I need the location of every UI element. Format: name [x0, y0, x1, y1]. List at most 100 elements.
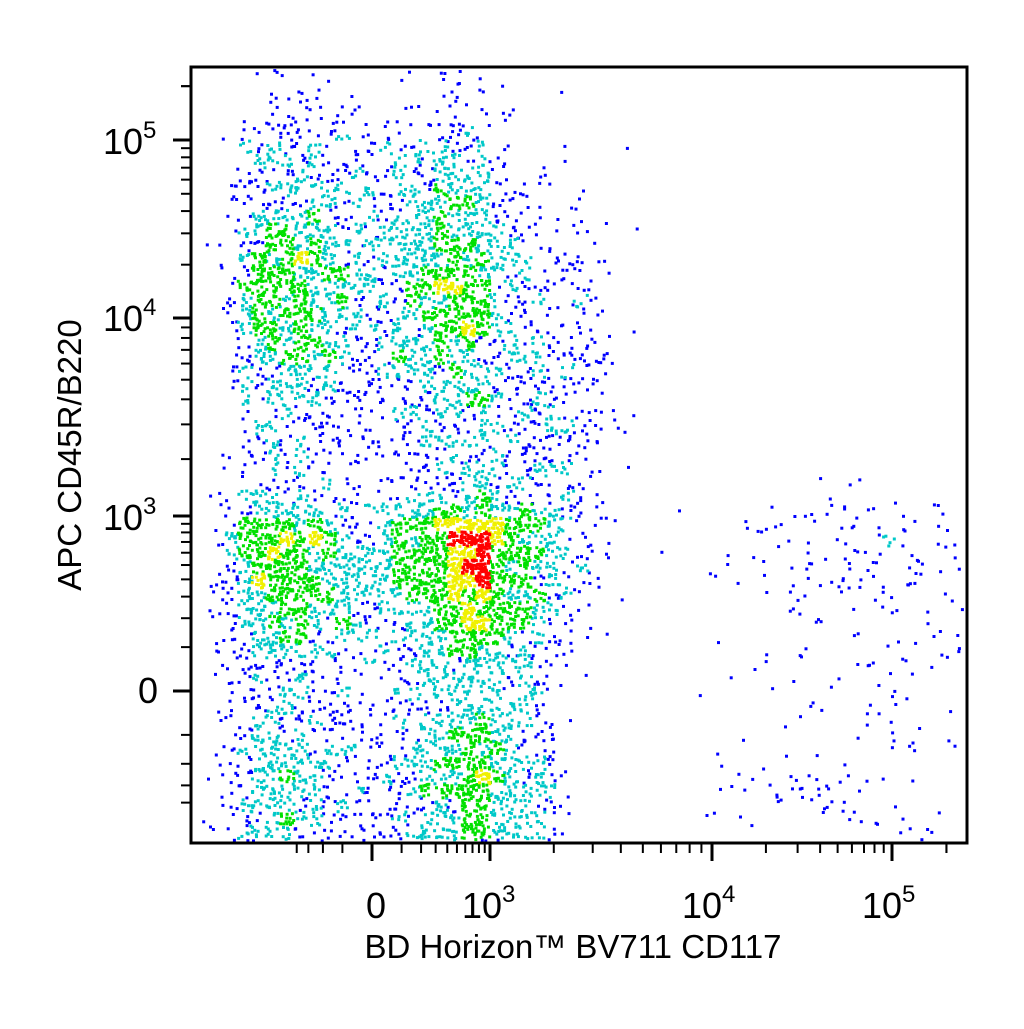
event-dot — [524, 681, 528, 685]
event-dot — [226, 301, 230, 305]
event-dot — [388, 238, 392, 242]
event-dot — [560, 832, 564, 836]
event-dot — [473, 364, 477, 368]
event-dot — [447, 212, 451, 216]
event-dot — [314, 286, 318, 290]
event-dot — [537, 468, 541, 472]
event-dot — [394, 714, 398, 718]
event-dot — [275, 70, 279, 74]
event-dot — [496, 355, 500, 358]
event-dot — [386, 169, 390, 173]
event-dot — [542, 457, 546, 461]
event-dot — [486, 239, 490, 243]
event-dot — [268, 203, 272, 207]
event-dot — [303, 663, 307, 667]
event-dot — [946, 529, 949, 532]
event-dot — [231, 813, 235, 816]
event-dot — [441, 630, 445, 634]
event-dot — [391, 364, 395, 368]
event-dot — [389, 319, 393, 322]
event-dot — [341, 225, 345, 229]
event-dot — [540, 822, 543, 825]
event-dot — [314, 183, 318, 187]
event-dot — [863, 550, 867, 554]
event-dot — [417, 542, 421, 546]
event-dot — [332, 583, 336, 587]
event-dot — [559, 774, 563, 778]
event-dot — [234, 229, 238, 233]
event-dot — [463, 217, 467, 221]
event-dot — [569, 509, 573, 512]
event-dot — [529, 377, 533, 380]
event-dot — [549, 414, 553, 418]
event-dot — [251, 212, 255, 216]
event-dot — [384, 524, 388, 528]
event-dot — [281, 686, 285, 690]
event-dot — [370, 141, 373, 145]
event-dot — [602, 353, 606, 357]
event-dot — [484, 839, 488, 843]
event-dot — [377, 378, 381, 381]
event-dot — [455, 412, 459, 416]
event-dot — [298, 395, 302, 399]
event-dot — [447, 684, 451, 688]
event-dot — [415, 256, 419, 260]
event-dot — [353, 555, 357, 559]
event-dot — [551, 514, 555, 518]
event-dot — [298, 779, 302, 783]
event-dot — [309, 303, 313, 307]
event-dot — [283, 490, 287, 494]
event-dot — [594, 424, 598, 427]
event-dot — [219, 719, 223, 722]
event-dot — [539, 775, 543, 779]
event-dot — [523, 698, 527, 702]
event-dot — [540, 511, 544, 515]
event-dot — [368, 215, 371, 219]
event-dot — [477, 165, 481, 169]
event-dot — [474, 661, 478, 665]
event-dot — [314, 427, 318, 431]
event-dot — [523, 657, 527, 661]
event-dot — [505, 568, 509, 572]
event-dot — [354, 261, 358, 265]
event-dot — [498, 651, 502, 655]
event-dot — [399, 784, 403, 788]
event-dot — [435, 447, 439, 451]
event-dot — [790, 566, 794, 570]
event-dot — [445, 828, 449, 832]
event-dot — [512, 750, 516, 754]
event-dot — [331, 718, 335, 722]
event-dot — [365, 631, 369, 635]
event-dot — [246, 358, 250, 362]
event-dot — [248, 179, 252, 183]
event-dot — [350, 95, 354, 98]
event-dot — [552, 561, 556, 565]
event-dot — [379, 644, 383, 648]
event-dot — [313, 793, 317, 797]
event-dot — [583, 424, 587, 428]
event-dot — [585, 293, 589, 297]
event-dot — [357, 390, 361, 393]
event-dot — [533, 686, 536, 690]
event-dot — [395, 586, 399, 590]
event-dot — [529, 661, 533, 665]
event-dot — [523, 427, 527, 431]
event-dot — [533, 468, 537, 472]
event-dot — [312, 783, 316, 787]
event-dot — [554, 432, 558, 436]
event-dot — [459, 700, 463, 703]
event-dot — [379, 676, 383, 680]
event-dot — [419, 303, 423, 306]
event-dot — [480, 108, 484, 112]
event-dot — [943, 592, 947, 596]
event-dot — [320, 775, 324, 779]
event-dot — [457, 431, 461, 435]
event-dot — [239, 784, 243, 788]
event-dot — [378, 562, 382, 566]
event-dot — [218, 243, 222, 247]
event-dot — [891, 731, 895, 735]
event-dot — [260, 747, 264, 751]
event-dot — [540, 784, 543, 788]
event-dot — [524, 835, 528, 839]
event-dot — [347, 536, 351, 540]
